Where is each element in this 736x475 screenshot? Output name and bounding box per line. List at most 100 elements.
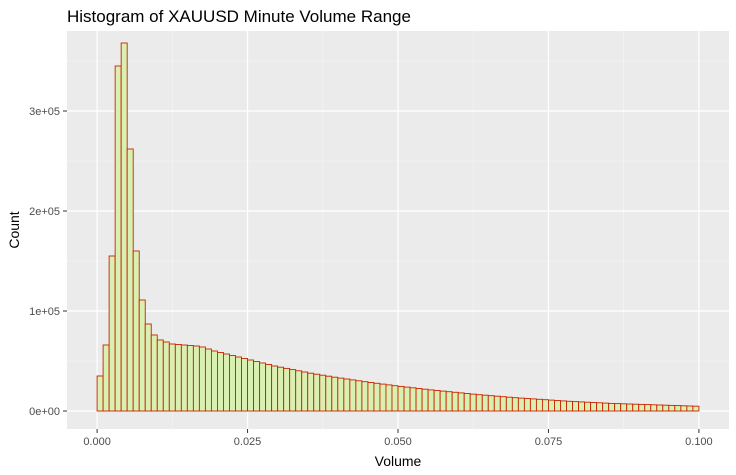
chart-title: Histogram of XAUUSD Minute Volume Range (67, 7, 411, 26)
histogram-bar (475, 394, 483, 412)
histogram-bar (511, 397, 519, 412)
histogram-bar (590, 402, 598, 412)
histogram-bar (355, 380, 363, 412)
histogram-bar (367, 382, 375, 412)
histogram-bar (96, 375, 104, 412)
histogram-bar (313, 373, 321, 412)
histogram-bar (656, 404, 664, 412)
histogram-bar (662, 404, 670, 412)
x-tick-label: 0.050 (384, 436, 412, 448)
histogram-bar (198, 346, 206, 412)
histogram-bar (277, 366, 285, 412)
histogram-bar (223, 353, 230, 412)
x-axis-title: Volume (375, 453, 422, 469)
histogram-bar (144, 323, 152, 412)
histogram-bar (373, 382, 381, 412)
histogram-bar (295, 370, 303, 412)
histogram-bar (235, 356, 242, 412)
histogram-bar (397, 385, 405, 412)
histogram-bar (174, 344, 182, 412)
histogram-bar (343, 378, 351, 412)
histogram-bar (379, 383, 387, 412)
histogram-bar (204, 348, 212, 412)
histogram-bar (265, 364, 273, 412)
histogram-bar (566, 400, 573, 412)
histogram-bar (415, 388, 423, 412)
histogram-bar (578, 401, 586, 412)
histogram-bar (349, 379, 357, 412)
y-tick-label: 3e+05 (29, 106, 60, 118)
histogram-bar (493, 395, 501, 412)
histogram-bar (150, 334, 158, 412)
histogram-bar (186, 345, 194, 412)
histogram-bar (608, 402, 616, 412)
histogram-bar (650, 404, 658, 412)
histogram-bar (138, 299, 146, 412)
histogram-bar (319, 374, 327, 412)
histogram-bar (560, 400, 567, 412)
x-tick-label: 0.000 (83, 436, 111, 448)
histogram-bar (427, 389, 435, 412)
histogram-bar (403, 386, 411, 412)
histogram-bar (548, 399, 555, 412)
histogram-bar (439, 390, 447, 412)
histogram-bar (253, 361, 261, 412)
histogram-bar (529, 398, 537, 412)
histogram-bar (481, 394, 489, 412)
histogram-bar (108, 255, 116, 412)
histogram-bar (614, 403, 622, 412)
histogram-bar (572, 401, 579, 412)
histogram-bar (385, 384, 393, 412)
histogram-bar (517, 397, 525, 412)
histogram-bar (638, 403, 646, 412)
histogram-bar (180, 344, 188, 412)
histogram-bar (289, 369, 297, 412)
histogram-bar (584, 401, 592, 412)
histogram-bar (505, 396, 513, 412)
histogram-bar (301, 371, 309, 412)
histogram-bar (632, 403, 640, 412)
histogram-bar (463, 393, 471, 412)
histogram-bar (554, 400, 561, 412)
histogram-bar (644, 404, 652, 412)
histogram-bar (541, 399, 549, 412)
histogram-bar (132, 250, 140, 412)
histogram-bar (114, 65, 122, 412)
histogram-bar (247, 359, 255, 412)
histogram-bar (283, 367, 291, 412)
histogram-bar (126, 148, 134, 412)
histogram-bar (692, 405, 700, 412)
histogram-bar (271, 365, 279, 412)
histogram-bar (241, 358, 248, 412)
histogram-bar (337, 377, 345, 412)
y-axis-ticks: 0e+00 1e+05 2e+05 3e+05 (29, 106, 67, 418)
histogram-bar (445, 391, 453, 412)
histogram-bar (409, 387, 417, 412)
histogram-bar (120, 42, 128, 412)
histogram-bar (307, 372, 315, 412)
histogram-bar (433, 390, 441, 412)
x-tick-label: 0.075 (535, 436, 563, 448)
histogram-bar (162, 341, 170, 412)
histogram-bar (156, 339, 164, 412)
x-tick-label: 0.100 (685, 436, 713, 448)
x-axis-ticks: 0.000 0.025 0.050 0.075 0.100 (83, 429, 713, 448)
histogram-bar (686, 405, 694, 412)
x-tick-label: 0.025 (234, 436, 262, 448)
histogram-bar (668, 404, 676, 412)
y-tick-label: 0e+00 (29, 406, 60, 418)
histogram-bar (217, 352, 224, 412)
histogram-bar (487, 395, 495, 412)
histogram-bar (361, 381, 369, 412)
histogram-bar (259, 362, 267, 412)
histogram-bar (421, 388, 429, 412)
histogram-bar (229, 355, 236, 412)
y-tick-label: 1e+05 (29, 306, 60, 318)
histogram-bar (680, 405, 688, 412)
histogram-bar (331, 376, 339, 412)
histogram-bar (499, 396, 507, 412)
histogram-bar (626, 403, 634, 412)
histogram-bar (523, 398, 531, 412)
histogram-bar (325, 375, 333, 412)
